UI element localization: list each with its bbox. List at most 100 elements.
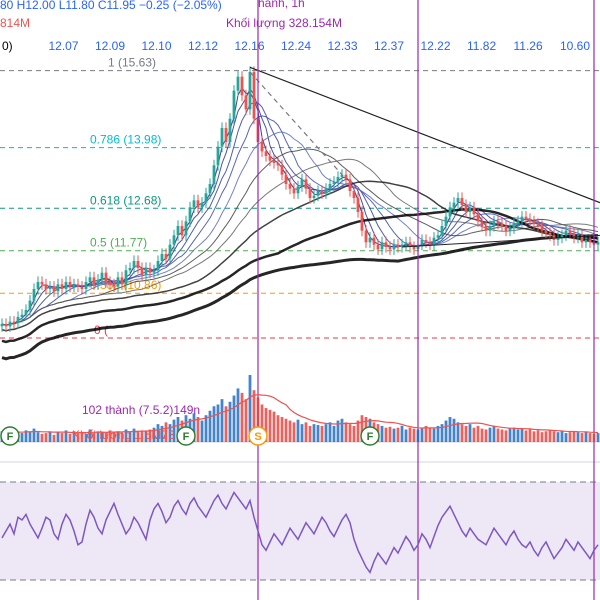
candle-body (364, 230, 368, 243)
candle-body (108, 282, 112, 285)
volume-bar (332, 425, 336, 442)
volume-bar (420, 427, 424, 442)
volume-bar (312, 424, 316, 442)
volume-bar (592, 433, 596, 442)
candle-body (60, 284, 64, 289)
ma-value: 12.12 (188, 39, 218, 53)
volume-bar (216, 404, 220, 442)
ma-value: 10.60 (560, 39, 590, 53)
volume-bar (492, 425, 496, 442)
candle-body (308, 188, 312, 198)
candle-body (88, 277, 92, 282)
candle-body (104, 272, 108, 282)
volume-bar (412, 428, 416, 442)
signal-badge (360, 426, 380, 446)
volume-bar (80, 432, 84, 442)
volume-bar (256, 397, 260, 442)
volume-bar (560, 431, 564, 442)
candle-body (132, 261, 136, 268)
volume-bar (400, 425, 404, 442)
candle-body (360, 212, 364, 231)
candle-body (480, 221, 484, 226)
candle-body (376, 244, 380, 250)
volume-bar (504, 430, 508, 442)
volume-bar (344, 422, 348, 442)
volume-bar (552, 431, 556, 442)
candle-body (520, 216, 524, 222)
candle-body (368, 237, 372, 243)
candle-body (56, 284, 60, 292)
candle-body (420, 240, 424, 245)
candle-body (288, 184, 292, 189)
volume-bar (116, 431, 120, 442)
candle-body (120, 277, 124, 285)
signal-badge (0, 426, 20, 446)
volume-label: Khối lượng 328.154M (226, 16, 342, 30)
volume-overlay-line1: 102 thành (7.5.2)149n (82, 403, 201, 417)
volume-bar (508, 428, 512, 442)
volume-bar (468, 424, 472, 442)
candle-body (20, 314, 24, 317)
candle-body (268, 156, 272, 161)
candle-body (48, 286, 52, 289)
volume-bar (324, 424, 328, 442)
candle-body (348, 179, 352, 191)
volume-bar (280, 416, 284, 442)
candle-body (428, 242, 432, 245)
candle-body (392, 244, 396, 250)
volume-bar (496, 428, 500, 442)
candle-body (216, 146, 220, 166)
candle-body (4, 324, 8, 327)
volume-bar (240, 392, 244, 442)
volume-bar (120, 433, 124, 442)
candle-body (396, 244, 400, 247)
candle-body (280, 165, 284, 175)
candle-body (516, 221, 520, 224)
candle-body (584, 240, 588, 243)
volume-bar (480, 428, 484, 442)
trendline-support (401, 234, 600, 248)
candle-body (176, 226, 180, 236)
signal-badge (176, 426, 196, 446)
candle-body (140, 268, 144, 275)
volume-bar (488, 427, 492, 442)
volume-bar (72, 431, 76, 442)
signal-badge (248, 426, 268, 446)
volume-bar (464, 425, 468, 442)
volume-bar (572, 431, 576, 442)
volume-bar (48, 431, 52, 442)
volume-bar (136, 432, 140, 442)
candle-body (544, 230, 548, 233)
candle-body (296, 186, 300, 194)
candle-body (472, 207, 476, 215)
candle-body (484, 226, 488, 231)
candle-body (284, 174, 288, 184)
candle-body (532, 221, 536, 224)
candle-body (44, 284, 48, 289)
volume-bar (284, 418, 288, 442)
volume-bar (104, 433, 108, 442)
volume-bar (52, 434, 56, 442)
candle-body (152, 270, 156, 273)
ma-value: 12.07 (49, 39, 79, 53)
candle-body (556, 237, 560, 240)
volume-bar (556, 432, 560, 442)
volume-bar (260, 404, 264, 442)
candle-body (588, 240, 592, 243)
candle-body (220, 128, 224, 147)
candle-body (496, 221, 500, 224)
volume-bar (296, 419, 300, 442)
volume-bar (32, 428, 36, 442)
candle-body (304, 179, 308, 189)
candle-body (204, 193, 208, 203)
candle-body (68, 282, 72, 287)
volume-bar (68, 433, 72, 442)
trendline-down (249, 66, 600, 204)
fib-level-label: 0.786 (13.98) (90, 133, 161, 147)
volume-bar (84, 433, 88, 442)
candles (0, 66, 600, 332)
volume-bar (540, 432, 544, 442)
volume-bar (336, 420, 340, 442)
candle-body (492, 221, 496, 226)
